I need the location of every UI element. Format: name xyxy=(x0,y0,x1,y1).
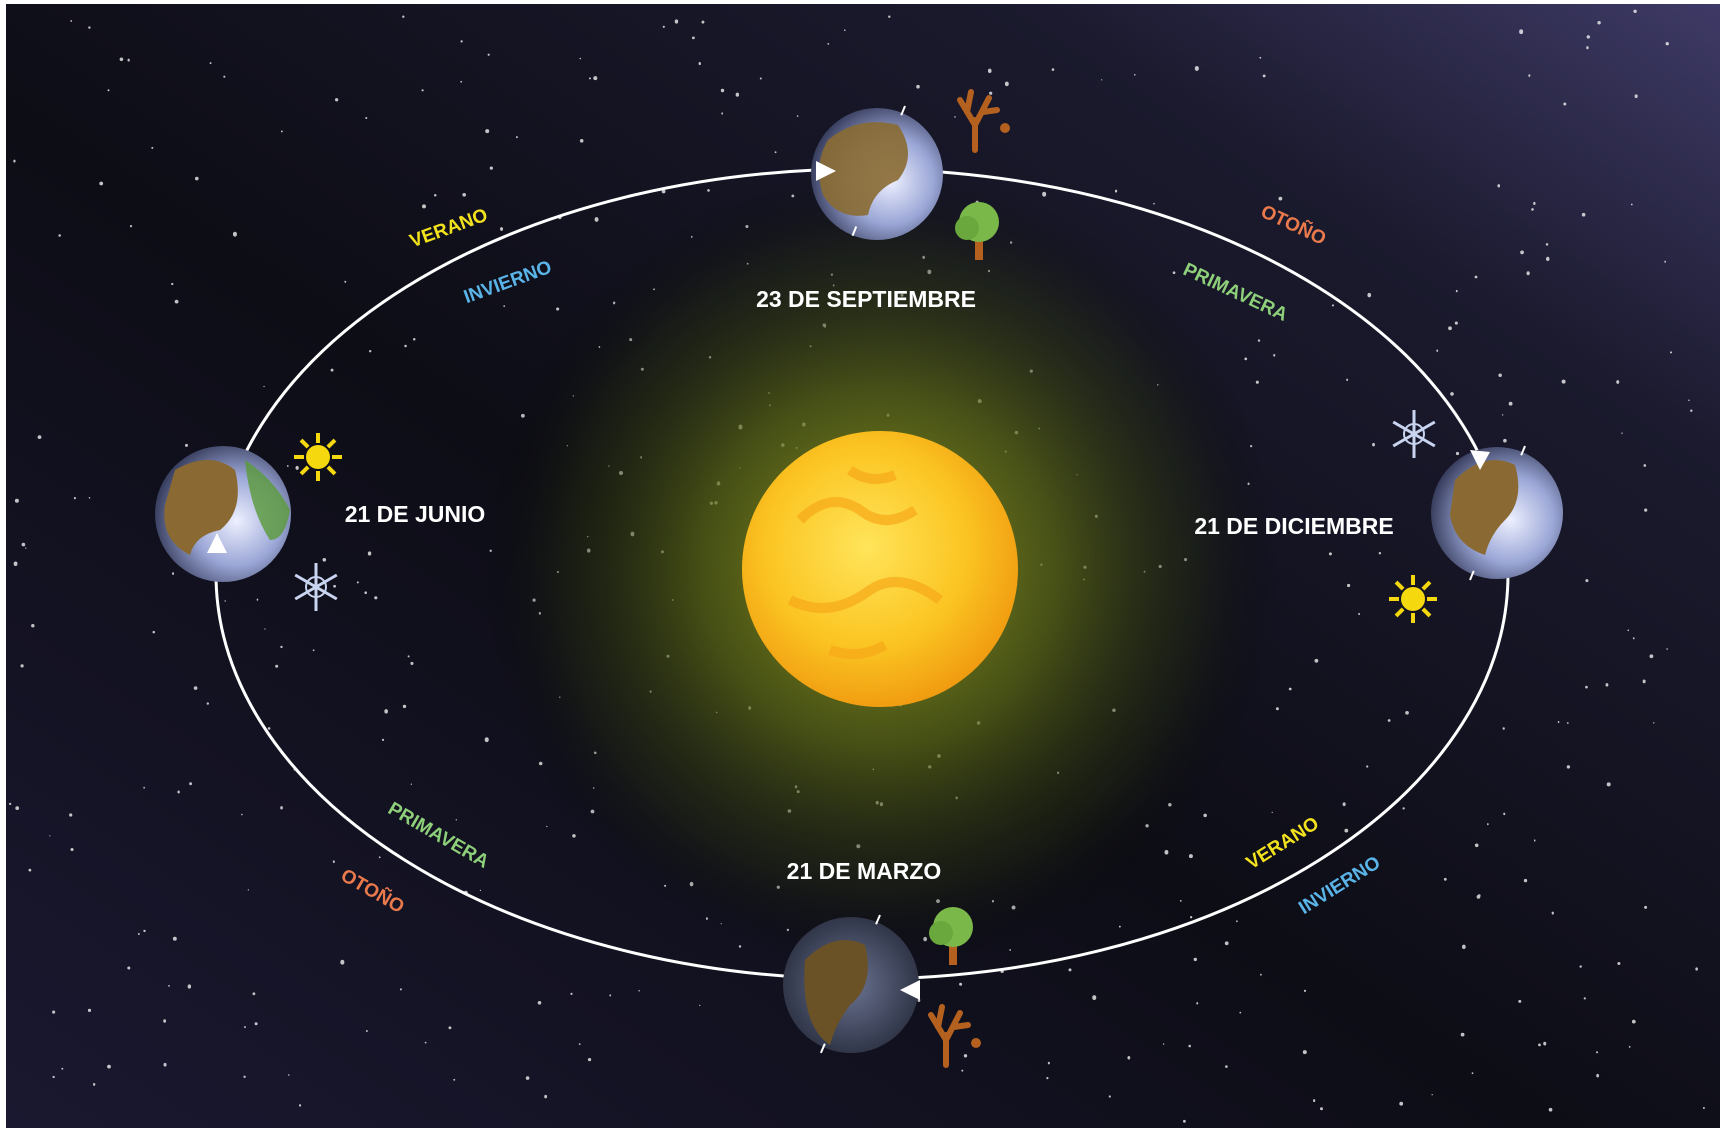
date-label: 21 DE JUNIO xyxy=(345,501,486,527)
leaf xyxy=(1000,123,1010,133)
sun-icon xyxy=(1389,575,1437,623)
sun-core xyxy=(306,445,330,469)
orbit-diagram: 23 DE SEPTIEMBRE 21 DE JUNIO 21 DE DICIE… xyxy=(0,0,1726,1132)
sun-disc xyxy=(742,431,1018,707)
date-label: 21 DE MARZO xyxy=(787,858,942,884)
sun-core xyxy=(1401,587,1425,611)
date-label: 21 DE DICIEMBRE xyxy=(1194,513,1393,539)
date-label: 23 DE SEPTIEMBRE xyxy=(756,286,976,312)
earth-december xyxy=(1431,446,1563,580)
leaf xyxy=(971,1038,981,1048)
tree-crown xyxy=(955,216,979,240)
sun-icon xyxy=(294,433,342,481)
sun xyxy=(742,431,1018,707)
tree-crown xyxy=(929,921,953,945)
earth-june xyxy=(155,446,291,582)
